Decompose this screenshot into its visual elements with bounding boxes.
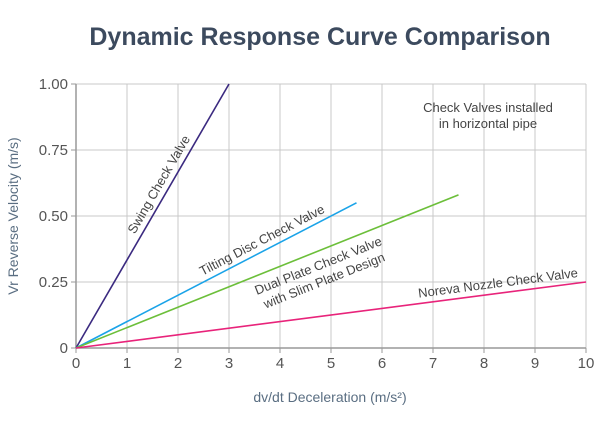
x-tick-label: 0 (72, 355, 80, 372)
x-tick-label: 8 (480, 355, 488, 372)
x-tick-label: 4 (276, 355, 284, 372)
y-tick-label: 0 (60, 340, 68, 357)
y-tick-label: 0.50 (39, 208, 68, 225)
series-label: Noreva Nozzle Check Valve (417, 265, 578, 301)
x-tick-label: 1 (123, 355, 131, 372)
series-line (75, 281, 587, 349)
annotation-line-2: in horizontal pipe (439, 116, 537, 131)
x-tick-label: 9 (531, 355, 539, 372)
x-tick-label: 5 (327, 355, 335, 372)
x-tick-label: 6 (378, 355, 386, 372)
y-tick-label: 0.25 (39, 274, 68, 291)
annotation-line-1: Check Valves installed (423, 100, 553, 115)
y-tick-label: 0.75 (39, 142, 68, 159)
y-axis-label: Vr Reverse Velocity (m/s) (5, 137, 21, 294)
series-lines (75, 83, 587, 349)
x-tick-label: 10 (578, 355, 595, 372)
series-line (75, 83, 230, 349)
grid (76, 83, 587, 348)
series-label: Swing Check Valve (124, 133, 193, 237)
series-line (75, 194, 459, 349)
x-tick-label: 7 (429, 355, 437, 372)
series-label-text: Noreva Nozzle Check Valve (417, 265, 578, 301)
y-tick-label: 1.00 (39, 76, 68, 93)
axes: 0 1 2 3 4 5 6 7 8 9 10 0 0.25 0.50 0.75 1.00 (39, 76, 595, 372)
x-tick-label: 3 (225, 355, 233, 372)
series-line (75, 202, 357, 349)
chart-title: Dynamic Response Curve Comparison (89, 23, 550, 51)
x-axis-label: dv/dt Deceleration (m/s²) (253, 389, 406, 405)
series-label-text: Swing Check Valve (124, 133, 193, 237)
x-tick-label: 2 (174, 355, 182, 372)
